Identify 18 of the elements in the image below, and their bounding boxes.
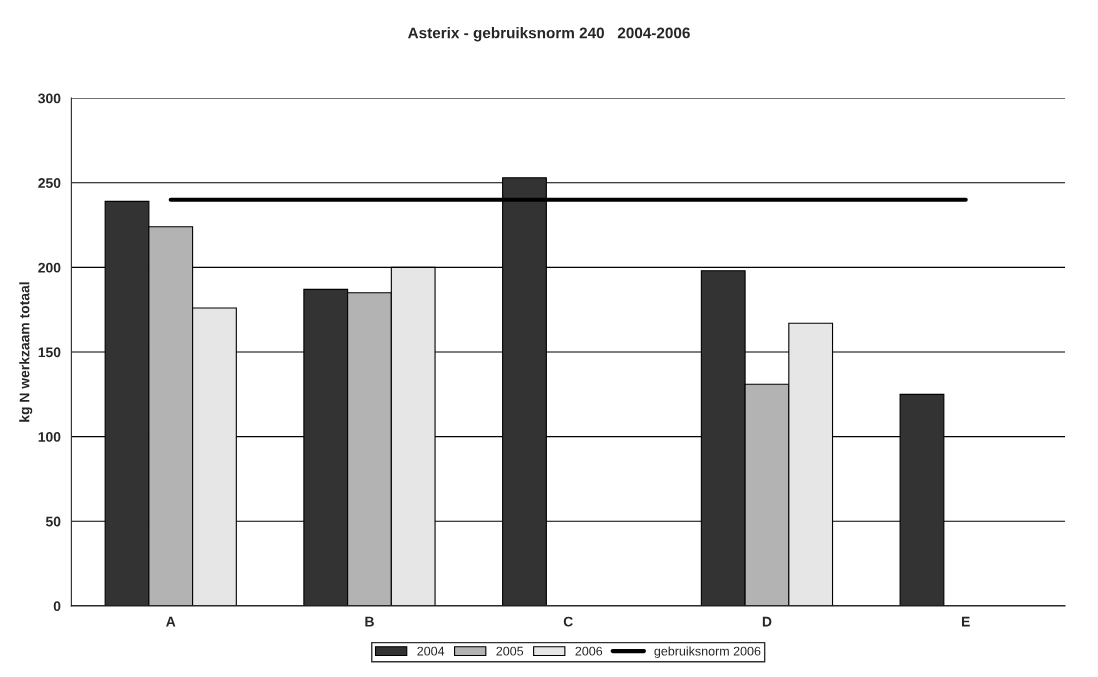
x-tick-label: D (762, 616, 772, 627)
y-tick-label: 150 (38, 347, 61, 358)
legend-label: 2004 (417, 646, 445, 656)
y-tick-label: 0 (53, 601, 61, 612)
chart-title: Asterix - gebruiksnorm 240 2004-2006 (408, 27, 690, 42)
y-tick-label: 50 (45, 516, 61, 527)
x-tick-label: C (563, 616, 573, 627)
x-tick-label: B (365, 616, 374, 627)
x-tick-label: E (961, 616, 970, 627)
y-tick-label: 250 (38, 178, 61, 188)
y-axis-title: kg N werkzaam totaal (19, 282, 33, 422)
x-tick-label: A (166, 616, 176, 627)
legend-label: gebruiksnorm 2006 (654, 646, 761, 659)
y-tick-label: 100 (38, 432, 61, 442)
legend-label: 2005 (496, 646, 524, 656)
y-tick-label: 300 (38, 93, 61, 104)
legend-label: 2006 (575, 646, 603, 656)
y-tick-label: 200 (38, 262, 61, 273)
